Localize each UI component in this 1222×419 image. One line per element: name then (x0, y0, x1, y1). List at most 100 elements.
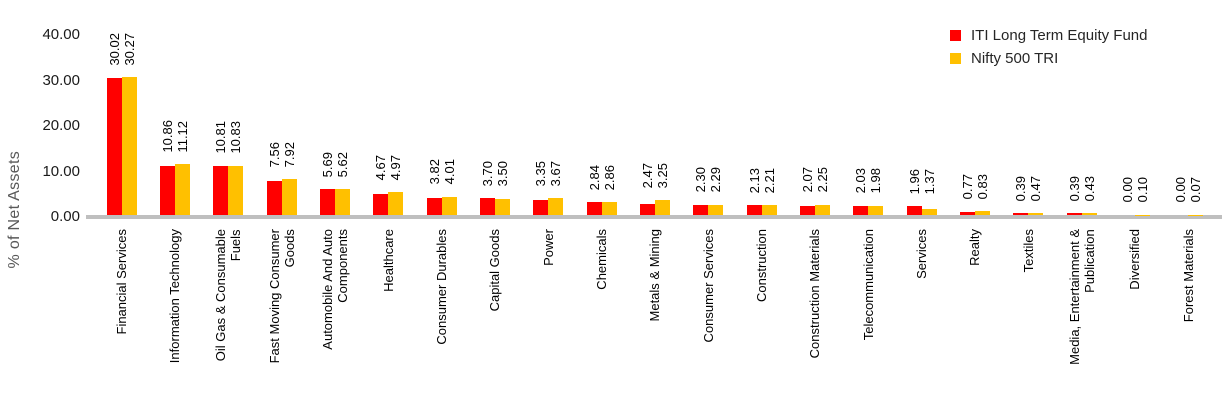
value-label: 3.70 (479, 160, 495, 187)
value-label: 0.07 (1188, 177, 1204, 203)
category-label-line: Metals & Mining (647, 229, 663, 322)
bar-fund (533, 199, 549, 215)
category-label-line: Services (914, 229, 930, 279)
bar-index (974, 211, 990, 215)
bar-pair (746, 204, 777, 215)
value-label-pair: 2.30 2.29 (693, 167, 723, 192)
bar-pair (426, 196, 457, 215)
category-label: Services (914, 229, 929, 279)
category-axis-labels: Financial Services Information Technology… (95, 229, 1215, 417)
bar-fund (959, 211, 975, 215)
bar-pair (159, 164, 190, 215)
value-label: 0.00 (1119, 177, 1135, 203)
value-label: 0.77 (959, 173, 975, 200)
category-label-line: Consumer Services (700, 229, 716, 343)
category-label: Forest Materials (1181, 229, 1196, 322)
value-label: 2.13 (746, 167, 762, 193)
bar-fund (586, 202, 602, 215)
category-label-line: Telecommunication (860, 229, 876, 341)
value-label-pair: 0.39 0.43 (1067, 176, 1097, 201)
bar-group: 2.13 2.21 (735, 0, 788, 215)
value-label: 3.50 (494, 160, 510, 187)
category-cell: Fast Moving Consumer Goods (255, 229, 308, 417)
bar-group: 0.77 0.83 (948, 0, 1001, 215)
category-label: Fast Moving Consumer Goods (267, 229, 297, 363)
bar-group: 7.56 7.92 (255, 0, 308, 215)
category-label-line: Media, Entertainment & (1066, 229, 1082, 365)
bar-index (121, 77, 137, 215)
bar-fund (373, 193, 389, 215)
category-cell: Textiles (1002, 229, 1055, 417)
value-label: 7.92 (281, 141, 297, 167)
category-cell: Capital Goods (468, 229, 521, 417)
bar-group: 1.96 1.37 (895, 0, 948, 215)
bar-index (174, 164, 190, 215)
value-label-pair: 4.67 4.97 (373, 155, 403, 180)
category-cell: Consumer Services (682, 229, 735, 417)
value-label: 4.01 (441, 159, 457, 185)
bar-pair (319, 189, 350, 215)
bar-index (761, 204, 777, 215)
category-cell: Realty (948, 229, 1001, 417)
bar-pair (106, 77, 137, 215)
value-label: 3.35 (533, 161, 549, 187)
bar-pair (906, 206, 937, 215)
plot-area: 30.02 30.27 10.86 11.12 10.81 10.83 7.56 7.92 5.… (95, 0, 1215, 215)
bar-pair (533, 198, 564, 215)
value-label: 2.30 (693, 167, 709, 193)
category-cell: Healthcare (362, 229, 415, 417)
bar-index (1028, 212, 1044, 215)
category-label-line: Fast Moving Consumer (266, 229, 282, 364)
category-label-line: Capital Goods (487, 229, 503, 312)
value-label: 0.00 (1173, 177, 1189, 203)
value-label-pair: 2.07 2.25 (800, 167, 830, 192)
category-label-line: Realty (967, 229, 983, 266)
category-label: Construction Materials (807, 229, 822, 358)
bar-pair (799, 204, 830, 215)
category-label-line: Goods (281, 229, 297, 268)
value-label: 2.03 (853, 168, 869, 194)
x-axis-line (86, 215, 1222, 219)
category-label: Consumer Durables (434, 229, 449, 345)
bar-fund (1066, 213, 1082, 215)
value-label: 7.56 (266, 141, 282, 167)
value-label-pair: 2.47 3.25 (640, 163, 670, 188)
bar-group: 2.84 2.86 (575, 0, 628, 215)
category-label: Diversified (1127, 229, 1142, 290)
value-label: 1.96 (906, 168, 922, 195)
legend-label-fund: ITI Long Term Equity Fund (971, 27, 1148, 44)
value-label: 4.67 (373, 155, 389, 181)
bar-group: 3.82 4.01 (415, 0, 468, 215)
category-cell: Construction Materials (788, 229, 841, 417)
category-cell: Metals & Mining (628, 229, 681, 417)
category-label-line: Forest Materials (1180, 229, 1196, 323)
y-tick-label: 10.00 (42, 162, 80, 180)
bar-index (388, 192, 404, 215)
bar-fund (853, 205, 869, 215)
value-label-pair: 2.03 1.98 (853, 168, 883, 193)
value-label: 0.39 (1013, 175, 1029, 201)
value-label: 0.47 (1028, 175, 1044, 201)
bar-index (868, 206, 884, 215)
value-label: 3.82 (426, 159, 442, 185)
bar-index (441, 196, 457, 215)
value-label-pair: 2.13 2.21 (747, 168, 777, 193)
value-label: 1.37 (921, 168, 937, 195)
value-label: 3.67 (548, 161, 564, 187)
value-label: 0.83 (974, 173, 990, 200)
value-label-pair: 3.35 3.67 (533, 161, 563, 186)
value-label-pair: 1.96 1.37 (907, 169, 937, 194)
bar-pair (959, 211, 990, 215)
bar-group: 5.69 5.62 (308, 0, 361, 215)
value-label: 2.29 (708, 167, 724, 193)
value-label: 10.83 (228, 121, 244, 154)
bar-fund (426, 197, 442, 215)
category-label-line: Publication (1081, 229, 1097, 293)
bar-index (654, 200, 670, 215)
value-label: 2.21 (761, 167, 777, 193)
value-label: 11.12 (174, 120, 190, 153)
value-label-pair: 10.86 11.12 (160, 120, 190, 153)
category-label-line: Chemicals (594, 229, 610, 290)
legend: ITI Long Term Equity Fund Nifty 500 TRI (950, 27, 1147, 67)
